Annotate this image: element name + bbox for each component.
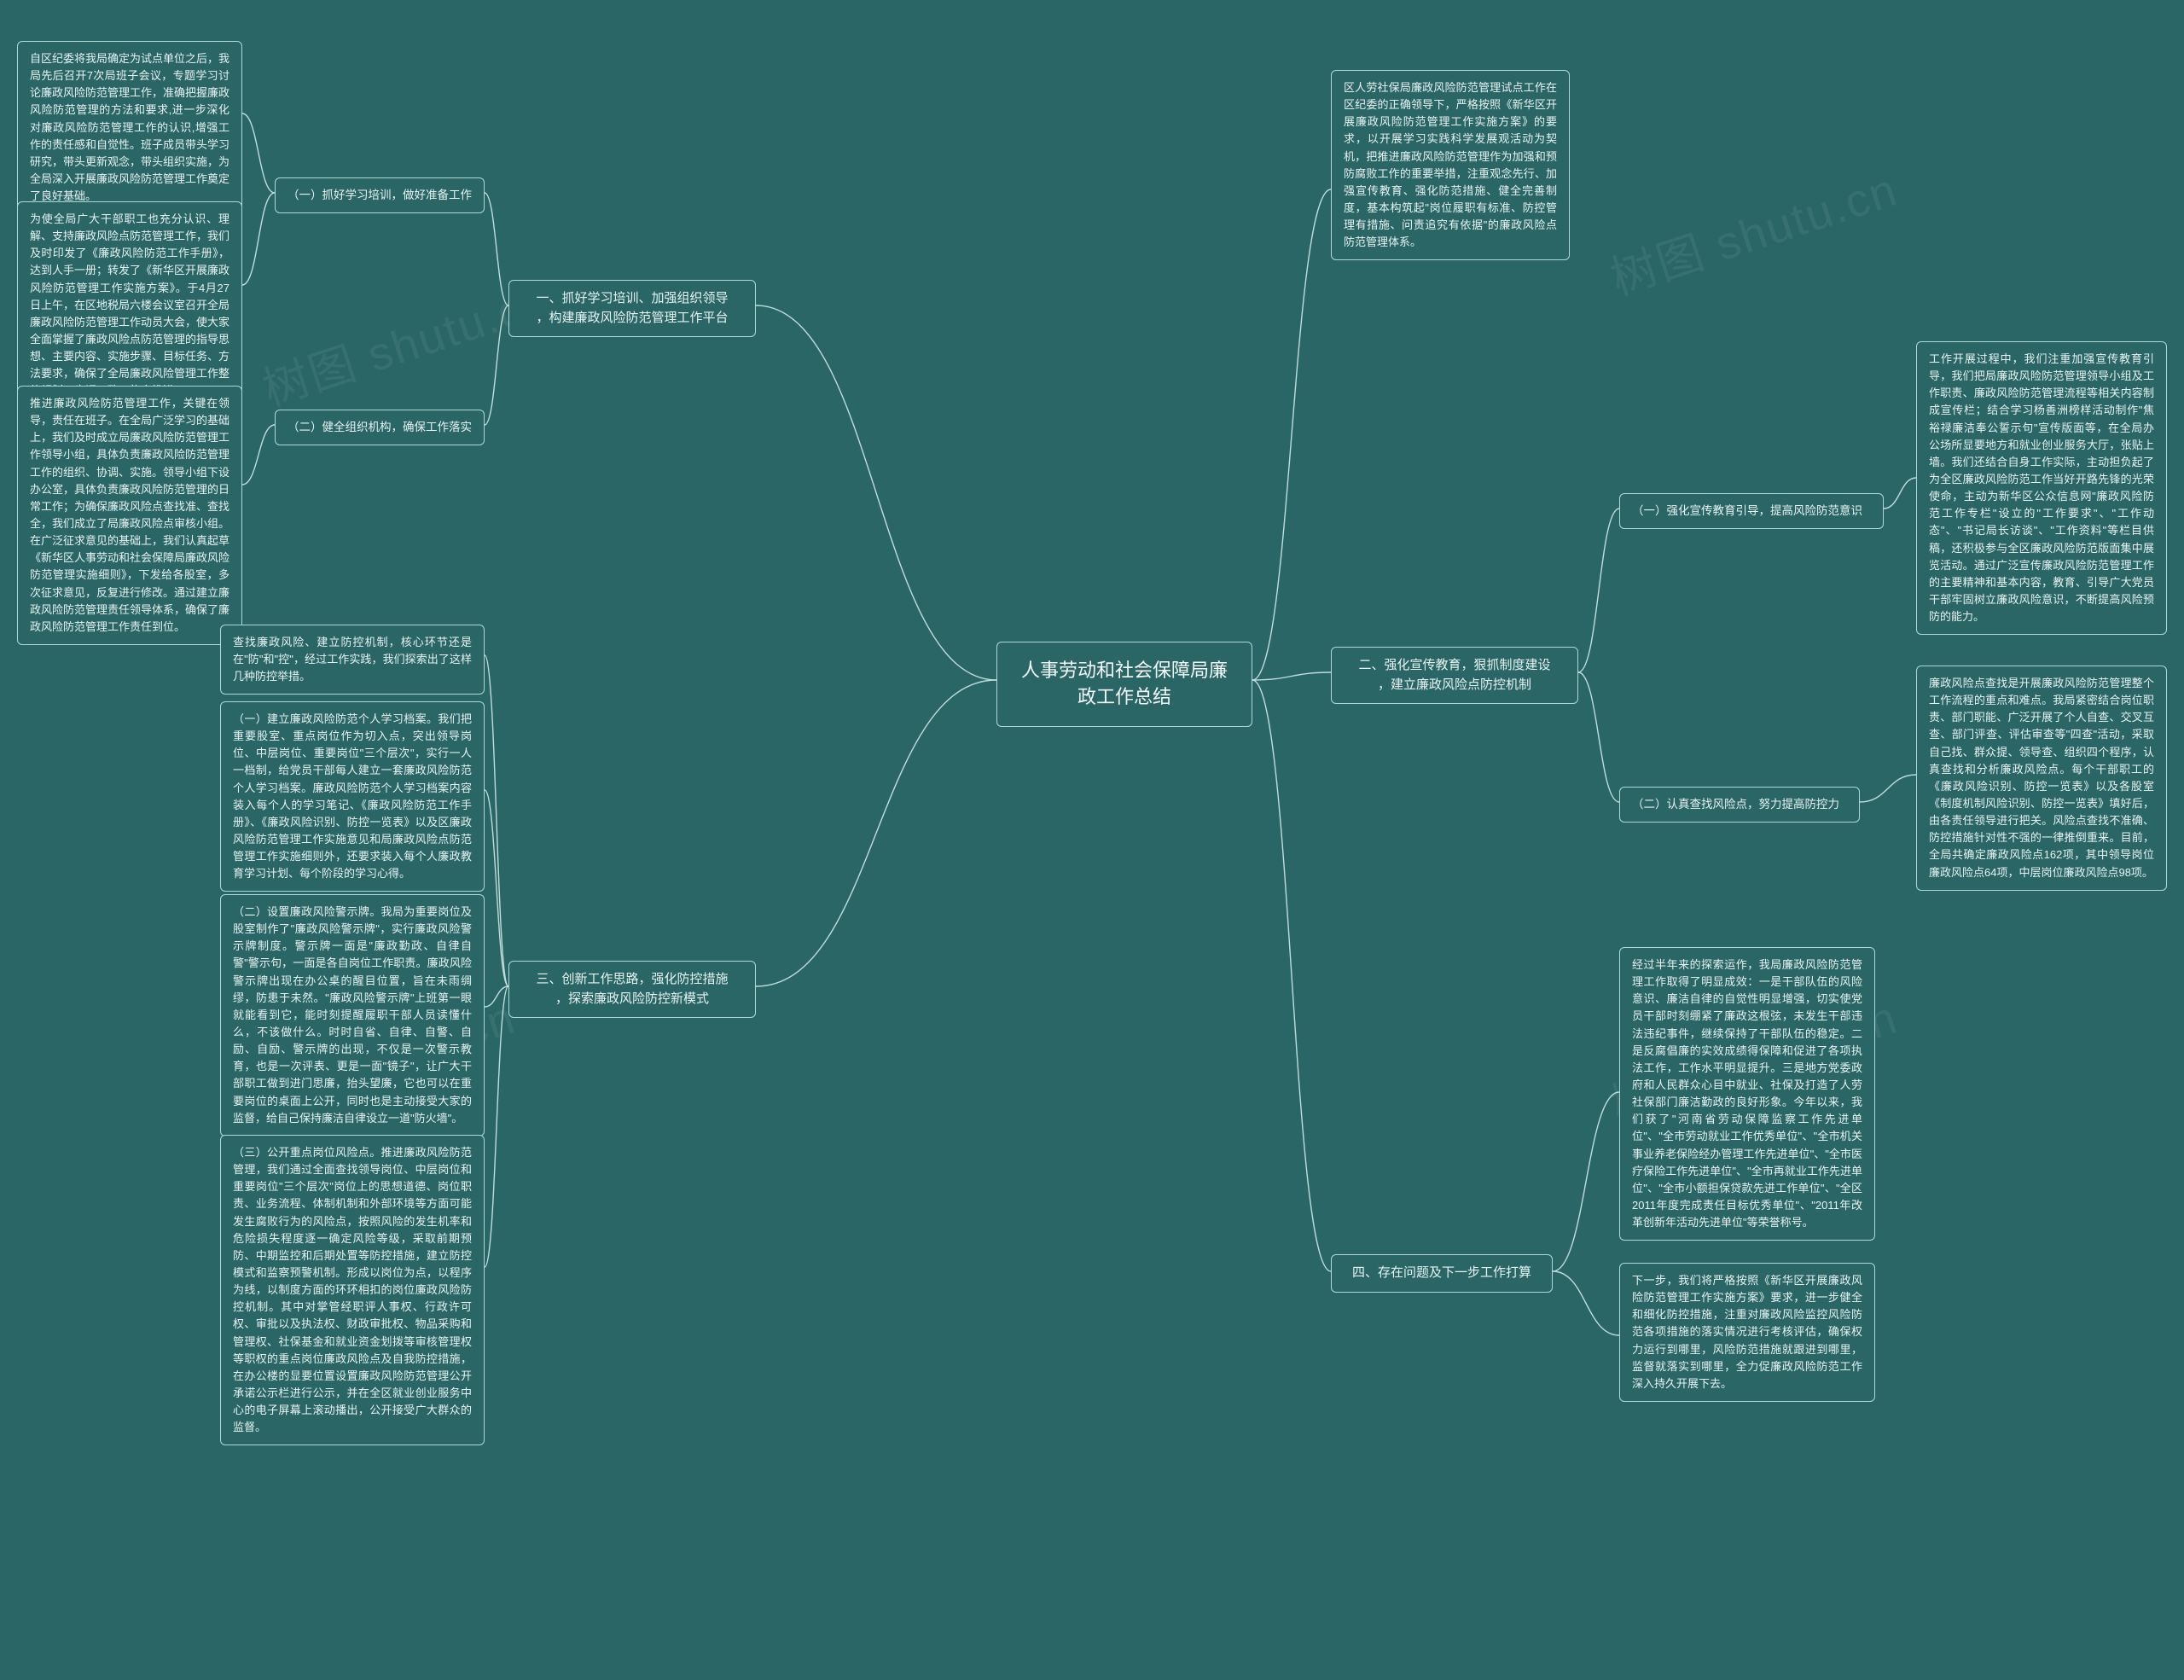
mid-node: 二、强化宣传教育，狠抓制度建设，建立廉政风险点防控机制 <box>1331 647 1578 704</box>
detail-node: 自区纪委将我局确定为试点单位之后，我局先后召开7次局班子会议，专题学习讨论廉政风… <box>17 41 242 214</box>
root-label: 人事劳动和社会保障局廉政工作总结 <box>1021 660 1228 707</box>
detail-node: （三）公开重点岗位风险点。推进廉政风险防范管理，我们通过全面查找领导岗位、中层岗… <box>220 1135 485 1445</box>
detail-node: 为使全局广大干部职工也充分认识、理解、支持廉政风险点防范管理工作，我们及时印发了… <box>17 201 242 410</box>
mid-node: 一、抓好学习培训、加强组织领导，构建廉政风险防范管理工作平台 <box>508 280 756 337</box>
detail-node: 下一步，我们将严格按照《新华区开展廉政风险防范管理工作实施方案》要求，进一步健全… <box>1619 1263 1875 1402</box>
root-node: 人事劳动和社会保障局廉政工作总结 <box>996 642 1252 727</box>
detail-node: 工作开展过程中，我们注重加强宣传教育引导，我们把局廉政风险防范管理领导小组及工作… <box>1916 341 2167 635</box>
detail-node: 区人劳社保局廉政风险防范管理试点工作在区纪委的正确领导下，严格按照《新华区开展廉… <box>1331 70 1570 260</box>
mid-node: 四、存在问题及下一步工作打算 <box>1331 1254 1553 1293</box>
small-node: （一）强化宣传教育引导，提高风险防范意识 <box>1619 493 1884 529</box>
detail-node: 查找廉政风险、建立防控机制，核心环节还是在"防"和"控"，经过工作实践，我们探索… <box>220 625 485 695</box>
detail-node: （一）建立廉政风险防范个人学习档案。我们把重要股室、重点岗位作为切入点，突出领导… <box>220 701 485 892</box>
small-node: （二）健全组织机构，确保工作落实 <box>275 410 485 445</box>
mid-node: 三、创新工作思路，强化防控措施，探索廉政风险防控新模式 <box>508 961 756 1018</box>
watermark: 树图 shutu.cn <box>1600 152 1904 308</box>
small-node: （二）认真查找风险点，努力提高防控力 <box>1619 787 1860 823</box>
detail-node: （二）设置廉政风险警示牌。我局为重要岗位及股室制作了"廉政风险警示牌"，实行廉政… <box>220 894 485 1136</box>
small-node: （一）抓好学习培训，做好准备工作 <box>275 177 485 213</box>
detail-node: 经过半年来的探索运作，我局廉政风险防范管理工作取得了明显成效：一是干部队伍的风险… <box>1619 947 1875 1241</box>
detail-node: 廉政风险点查找是开展廉政风险防范管理整个工作流程的重点和难点。我局紧密结合岗位职… <box>1916 666 2167 891</box>
detail-node: 推进廉政风险防范管理工作，关键在领导，责任在班子。在全局广泛学习的基础上，我们及… <box>17 386 242 645</box>
